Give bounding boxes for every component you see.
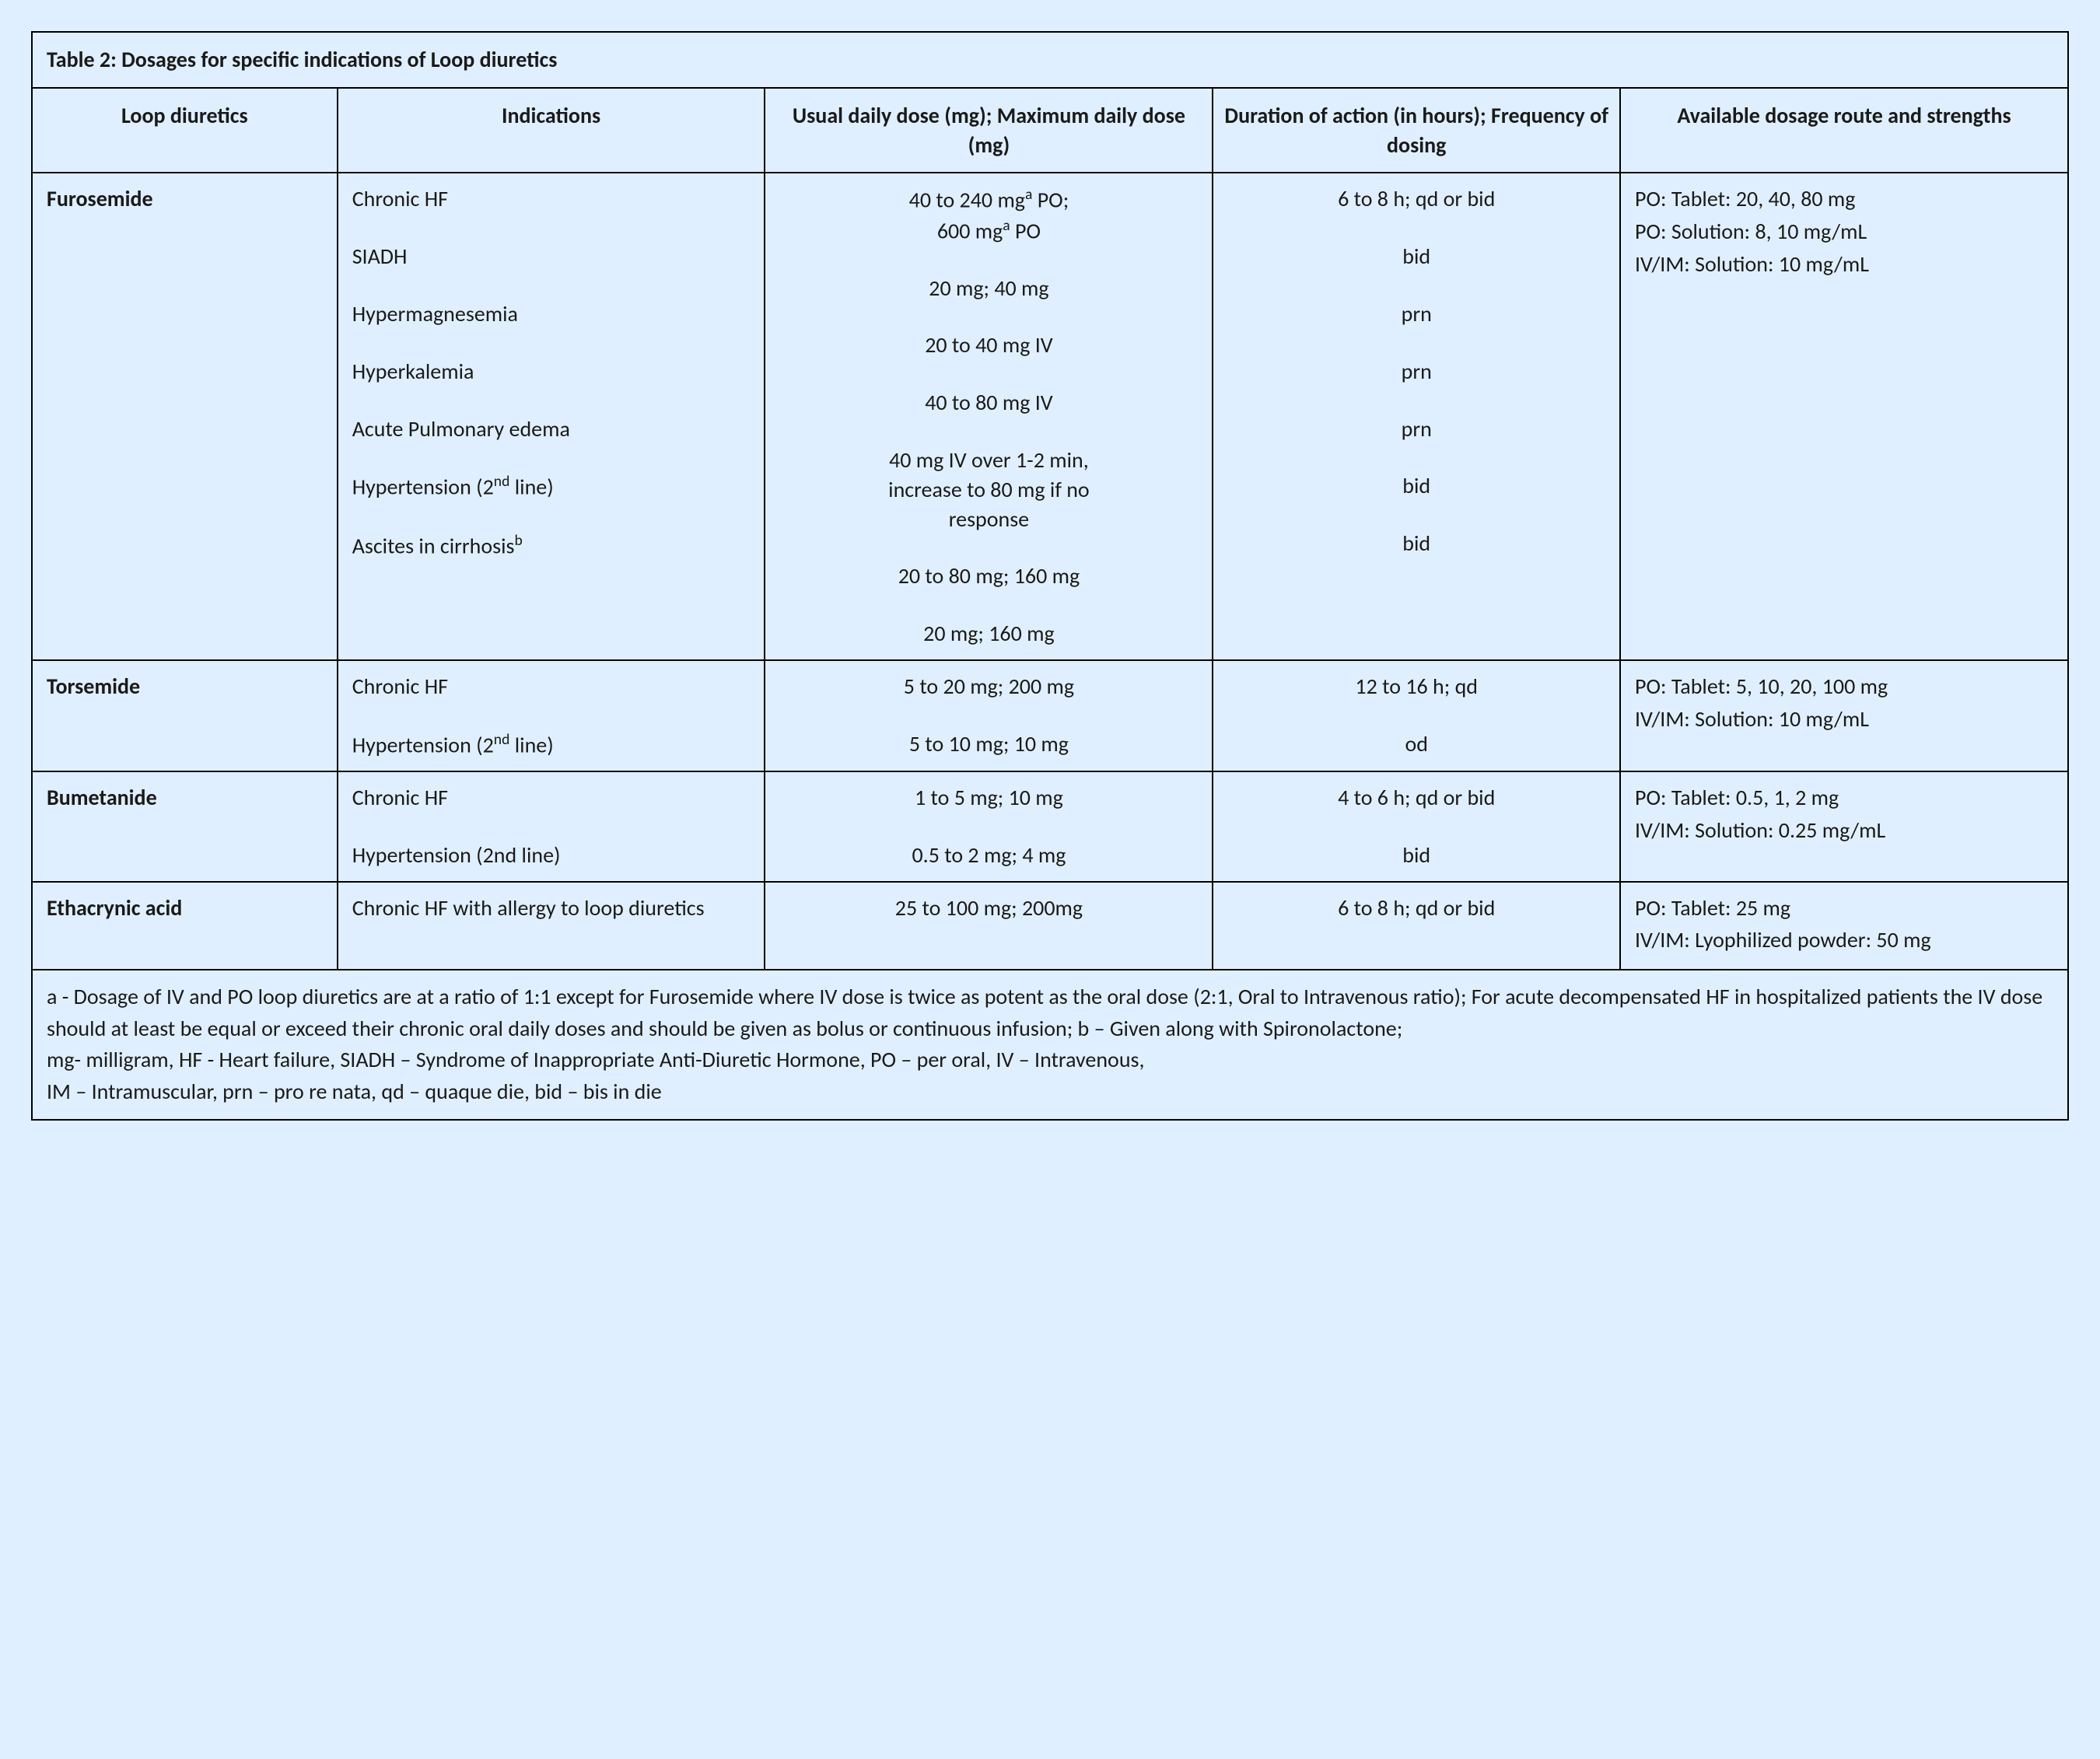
indication-text: Chronic HF [352,184,751,214]
duration-text: prn [1227,414,1605,444]
duration-cell: 4 to 6 h; qd or bid bid [1213,771,1620,882]
duration-text: bid [1227,471,1605,501]
dose-cell: 40 to 240 mga PO;600 mga PO 20 mg; 40 mg 2… [765,173,1213,660]
indication-text: Hyperkalemia [352,357,751,386]
dose-cell: 25 to 100 mg; 200mg [765,882,1213,970]
dose-text: 25 to 100 mg; 200mg [779,893,1198,923]
route-cell: PO: Tablet: 5, 10, 20, 100 mg IV/IM: Solu… [1620,660,2068,771]
duration-text: bid [1227,841,1605,870]
dose-text: 20 mg; 40 mg [779,274,1198,303]
indication-text: Chronic HF [352,783,751,813]
dose-text: 40 to 240 mga PO;600 mga PO [779,184,1198,245]
dose-text: 5 to 10 mg; 10 mg [779,729,1198,759]
route-text: IV/IM: Solution: 0.25 mg/mL [1635,816,2053,845]
duration-text: bid [1227,242,1605,271]
drug-row: Ethacrynic acid Chronic HF with allergy t… [32,882,2068,970]
drug-row: Bumetanide Chronic HF Hypertension (2nd li… [32,771,2068,882]
indication-text: Acute Pulmonary edema [352,414,751,444]
footnote-row: a - Dosage of IV and PO loop diuretics a… [32,970,2068,1119]
indication-text: Hypermagnesemia [352,299,751,329]
route-cell: PO: Tablet: 20, 40, 80 mgPO: Solution: 8… [1620,173,2068,660]
duration-text: prn [1227,357,1605,386]
indication-text: Hypertension (2nd line) [352,471,751,502]
dose-text: 40 to 80 mg IV [779,388,1198,418]
dose-cell: 1 to 5 mg; 10 mg 0.5 to 2 mg; 4 mg [765,771,1213,882]
duration-cell: 6 to 8 h; qd or bid [1213,882,1620,970]
route-text: PO: Tablet: 20, 40, 80 mg [1635,184,2053,214]
drug-name-cell: Ethacrynic acid [32,882,338,970]
dose-cell: 5 to 20 mg; 200 mg 5 to 10 mg; 10 mg [765,660,1213,771]
indications-cell: Chronic HF with allergy to loop diuretic… [338,882,765,970]
route-cell: PO: Tablet: 25 mgIV/IM: Lyophilized powd… [1620,882,2068,970]
route-text: PO: Tablet: 5, 10, 20, 100 mg [1635,672,2053,701]
duration-text: 12 to 16 h; qd [1227,672,1605,701]
duration-text: bid [1227,529,1605,558]
drug-name-cell: Torsemide [32,660,338,771]
col-header-indications: Indications [338,88,765,173]
route-text: IV/IM: Lyophilized powder: 50 mg [1635,925,2053,955]
indication-text: Ascites in cirrhosisb [352,530,751,561]
col-header-duration: Duration of action (in hours); Frequency… [1213,88,1620,173]
drug-row: Torsemide Chronic HF Hypertension (2nd lin… [32,660,2068,771]
route-text: PO: Tablet: 0.5, 1, 2 mg [1635,783,2053,813]
duration-text: 4 to 6 h; qd or bid [1227,783,1605,813]
drug-name-cell: Bumetanide [32,771,338,882]
duration-cell: 6 to 8 h; qd or bid bid prn prn prn bid bid [1213,173,1620,660]
dose-text: 40 mg IV over 1-2 min,increase to 80 mg … [779,446,1198,533]
duration-text: od [1227,729,1605,759]
duration-text: prn [1227,299,1605,329]
indication-text: Chronic HF [352,672,751,701]
col-header-route: Available dosage route and strengths [1620,88,2068,173]
dosage-table: Table 2: Dosages for specific indication… [31,31,2069,1121]
route-text: PO: Tablet: 25 mg [1635,893,2053,923]
table-header-row: Loop diuretics Indications Usual daily d… [32,88,2068,173]
duration-text: 6 to 8 h; qd or bid [1227,184,1605,214]
route-text: IV/IM: Solution: 10 mg/mL [1635,705,2053,734]
table-title-row: Table 2: Dosages for specific indication… [32,32,2068,88]
route-text: IV/IM: Solution: 10 mg/mL [1635,250,2053,279]
dose-text: 20 to 40 mg IV [779,330,1198,360]
table-title: Table 2: Dosages for specific indication… [32,32,2068,88]
indication-text: SIADH [352,242,751,271]
dose-text: 0.5 to 2 mg; 4 mg [779,841,1198,870]
indications-cell: Chronic HF Hypertension (2nd line) [338,771,765,882]
dose-text: 5 to 20 mg; 200 mg [779,672,1198,701]
indication-text: Hypertension (2nd line) [352,729,751,760]
indication-text: Hypertension (2nd line) [352,841,751,870]
col-header-drug: Loop diuretics [32,88,338,173]
footnote-text: a - Dosage of IV and PO loop diuretics a… [32,970,2068,1119]
duration-cell: 12 to 16 h; qd od [1213,660,1620,771]
route-cell: PO: Tablet: 0.5, 1, 2 mg IV/IM: Solution:… [1620,771,2068,882]
indications-cell: Chronic HF SIADH Hypermagnesemia Hyperkalem… [338,173,765,660]
dose-text: 1 to 5 mg; 10 mg [779,783,1198,813]
dose-text: 20 to 80 mg; 160 mg [779,561,1198,591]
dose-text: 20 mg; 160 mg [779,619,1198,649]
indication-text: Chronic HF with allergy to loop diuretic… [352,893,751,923]
drug-row: Furosemide Chronic HF SIADH Hypermagnesemia… [32,173,2068,660]
indications-cell: Chronic HF Hypertension (2nd line) [338,660,765,771]
drug-name-cell: Furosemide [32,173,338,660]
duration-text: 6 to 8 h; qd or bid [1227,893,1605,923]
col-header-dose: Usual daily dose (mg); Maximum daily dos… [765,88,1213,173]
route-text: PO: Solution: 8, 10 mg/mL [1635,217,2053,247]
